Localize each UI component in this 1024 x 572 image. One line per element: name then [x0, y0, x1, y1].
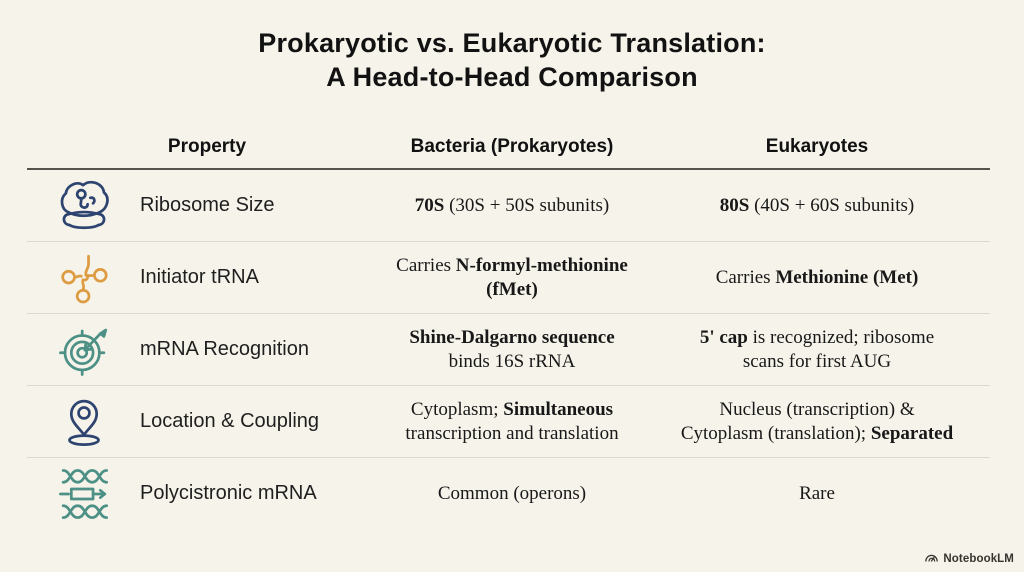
bacteria-value: 70S (30S + 50S subunits): [414, 194, 610, 216]
property-label: mRNA Recognition: [140, 338, 309, 360]
property-cell: mRNA Recognition: [27, 321, 347, 379]
property-cell: Initiator tRNA: [27, 249, 347, 307]
comparison-table: Property Bacteria (Prokaryotes) Eukaryot…: [27, 126, 990, 529]
property-cell: Polycistronic mRNA: [27, 465, 347, 523]
page-title: Prokaryotic vs. Eukaryotic Translation: …: [258, 28, 766, 92]
bacteria-value: Carries N-formyl-methionine (fMet): [396, 254, 628, 300]
property-label: Initiator tRNA: [140, 266, 259, 288]
eukaryotes-value: Nucleus (transcription) & Cytoplasm (tran…: [680, 398, 954, 444]
property-cell: Ribosome Size: [27, 177, 347, 235]
ribosome-icon: [55, 177, 113, 235]
column-header-bacteria: Bacteria (Prokaryotes): [410, 136, 614, 157]
property-label: Polycistronic mRNA: [140, 482, 317, 504]
table-header-row: Property Bacteria (Prokaryotes) Eukaryot…: [27, 126, 990, 170]
eukaryotes-value: 5' cap is recognized; ribosome scans for …: [699, 326, 935, 372]
property-label: Location & Coupling: [140, 410, 320, 432]
column-header-property: Property: [167, 136, 247, 157]
bacteria-value: Cytoplasm; Simultaneous transcription and…: [405, 398, 619, 444]
bacteria-value: Common (operons): [437, 482, 587, 504]
brand-label: NotebookLM: [943, 552, 1014, 565]
property-label: Ribosome Size: [140, 194, 275, 216]
eukaryotes-value: Rare: [799, 482, 835, 504]
table-row: mRNA Recognition Shine-Dalgarno sequence…: [27, 314, 990, 386]
target-icon: [55, 321, 113, 379]
eukaryotes-value: Carries Methionine (Met): [715, 266, 919, 288]
column-header-eukaryotes: Eukaryotes: [765, 136, 869, 157]
brand-watermark: NotebookLM: [924, 551, 1014, 566]
notebooklm-icon: [924, 551, 939, 566]
property-cell: Location & Coupling: [27, 393, 347, 451]
bacteria-value: Shine-Dalgarno sequence binds 16S rRNA: [409, 326, 615, 372]
trna-icon: [55, 249, 113, 307]
table-row: Location & Coupling Cytoplasm; Simultane…: [27, 386, 990, 458]
table-body: Ribosome Size 70S (30S + 50S subunits) 8…: [27, 170, 990, 529]
location-pin-icon: [55, 393, 113, 451]
table-row: Ribosome Size 70S (30S + 50S subunits) 8…: [27, 170, 990, 242]
table-row: Initiator tRNA Carries N-formyl-methioni…: [27, 242, 990, 314]
table-row: Polycistronic mRNA Common (operons) Rare: [27, 458, 990, 529]
eukaryotes-value: 80S (40S + 60S subunits): [719, 194, 915, 216]
dna-operon-icon: [55, 465, 113, 523]
